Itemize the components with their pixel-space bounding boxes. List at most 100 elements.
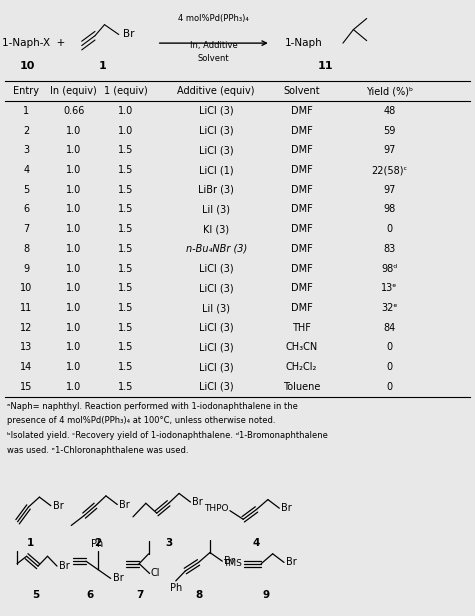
Text: n-Bu₄NBr (3): n-Bu₄NBr (3) — [186, 244, 247, 254]
Text: 1.0: 1.0 — [66, 382, 81, 392]
Text: Br: Br — [286, 557, 297, 567]
Text: 4 mol%Pd(PPh₃)₄: 4 mol%Pd(PPh₃)₄ — [178, 14, 249, 23]
Text: 11: 11 — [20, 303, 32, 313]
Text: LiCl (3): LiCl (3) — [199, 342, 233, 352]
Text: 1.0: 1.0 — [66, 224, 81, 234]
Text: 1.0: 1.0 — [66, 362, 81, 372]
Text: 1.5: 1.5 — [118, 382, 133, 392]
Text: 4: 4 — [23, 165, 29, 175]
Text: 13ᵉ: 13ᵉ — [381, 283, 398, 293]
Text: DMF: DMF — [291, 264, 313, 274]
Text: 98: 98 — [383, 205, 396, 214]
Text: 1-Naph: 1-Naph — [285, 38, 323, 48]
Text: 1: 1 — [27, 538, 35, 548]
Text: CH₃CN: CH₃CN — [285, 342, 318, 352]
Text: 12: 12 — [20, 323, 32, 333]
Text: Additive (equiv): Additive (equiv) — [177, 86, 255, 96]
Text: 1.5: 1.5 — [118, 323, 133, 333]
Text: 1.5: 1.5 — [118, 145, 133, 155]
Text: DMF: DMF — [291, 185, 313, 195]
Text: Entry: Entry — [13, 86, 39, 96]
Text: 4: 4 — [253, 538, 260, 548]
Text: 1.0: 1.0 — [66, 165, 81, 175]
Text: TMS: TMS — [223, 559, 242, 568]
Text: 7: 7 — [136, 590, 144, 599]
Text: Br: Br — [119, 500, 130, 509]
Text: Ph: Ph — [91, 539, 104, 549]
Text: 10: 10 — [20, 61, 35, 71]
Text: 10: 10 — [20, 283, 32, 293]
Text: LiCl (1): LiCl (1) — [199, 165, 233, 175]
Text: ᵇIsolated yield. ᶜRecovery yield of 1-iodonaphthalene. ᵈ1-Bromonaphthalene: ᵇIsolated yield. ᶜRecovery yield of 1-io… — [7, 431, 328, 440]
Text: 1.0: 1.0 — [66, 205, 81, 214]
Text: Br: Br — [124, 30, 135, 39]
Text: LiCl (3): LiCl (3) — [199, 323, 233, 333]
Text: DMF: DMF — [291, 126, 313, 136]
Text: Toluene: Toluene — [283, 382, 320, 392]
Text: 0: 0 — [387, 382, 392, 392]
Text: 1-Naph-X  +: 1-Naph-X + — [1, 38, 65, 48]
Text: 9: 9 — [262, 590, 270, 599]
Text: Br: Br — [59, 561, 70, 571]
Text: Solvent: Solvent — [283, 86, 320, 96]
Text: CH₂Cl₂: CH₂Cl₂ — [286, 362, 317, 372]
Text: 1.5: 1.5 — [118, 244, 133, 254]
Text: 8: 8 — [196, 590, 203, 599]
Text: 1.5: 1.5 — [118, 165, 133, 175]
Text: Solvent: Solvent — [198, 54, 229, 63]
Text: DMF: DMF — [291, 205, 313, 214]
Text: 32ᵉ: 32ᵉ — [381, 303, 398, 313]
Text: 5: 5 — [32, 590, 40, 599]
Text: Br: Br — [53, 501, 64, 511]
Text: DMF: DMF — [291, 145, 313, 155]
Text: 1.5: 1.5 — [118, 342, 133, 352]
Text: 14: 14 — [20, 362, 32, 372]
Text: 1.0: 1.0 — [66, 264, 81, 274]
Text: ᵃNaph= naphthyl. Reaction performed with 1-iodonaphthalene in the: ᵃNaph= naphthyl. Reaction performed with… — [7, 402, 298, 411]
Text: 1.0: 1.0 — [66, 342, 81, 352]
Text: 98ᵈ: 98ᵈ — [381, 264, 398, 274]
Text: 15: 15 — [20, 382, 32, 392]
Text: 6: 6 — [86, 590, 94, 599]
Text: 9: 9 — [23, 264, 29, 274]
Text: 6: 6 — [23, 205, 29, 214]
Text: Br: Br — [113, 573, 124, 583]
Text: 1.0: 1.0 — [66, 185, 81, 195]
Text: LiI (3): LiI (3) — [202, 303, 230, 313]
Text: LiCl (3): LiCl (3) — [199, 382, 233, 392]
Text: THF: THF — [292, 323, 311, 333]
Text: 0.66: 0.66 — [63, 106, 85, 116]
Text: LiBr (3): LiBr (3) — [198, 185, 234, 195]
Text: 1.0: 1.0 — [118, 126, 133, 136]
Text: KI (3): KI (3) — [203, 224, 229, 234]
Text: DMF: DMF — [291, 224, 313, 234]
Text: LiCl (3): LiCl (3) — [199, 362, 233, 372]
Text: Br: Br — [224, 556, 235, 566]
Text: 97: 97 — [383, 145, 396, 155]
Text: 7: 7 — [23, 224, 29, 234]
Text: DMF: DMF — [291, 165, 313, 175]
Text: 1.0: 1.0 — [66, 323, 81, 333]
Text: 1.0: 1.0 — [66, 126, 81, 136]
Text: 1.0: 1.0 — [66, 145, 81, 155]
Text: 3: 3 — [23, 145, 29, 155]
Text: Yield (%)ᵇ: Yield (%)ᵇ — [366, 86, 413, 96]
Text: 5: 5 — [23, 185, 29, 195]
Text: LiCl (3): LiCl (3) — [199, 264, 233, 274]
Text: was used. ᵉ1-Chloronaphthalene was used.: was used. ᵉ1-Chloronaphthalene was used. — [7, 446, 189, 455]
Text: Ph: Ph — [170, 583, 182, 593]
Text: 1.0: 1.0 — [66, 244, 81, 254]
Text: In, Additive: In, Additive — [190, 41, 238, 50]
Text: DMF: DMF — [291, 244, 313, 254]
Text: 1.5: 1.5 — [118, 264, 133, 274]
Text: Br: Br — [192, 497, 203, 507]
Text: 84: 84 — [383, 323, 396, 333]
Text: In (equiv): In (equiv) — [50, 86, 97, 96]
Text: LiCl (3): LiCl (3) — [199, 145, 233, 155]
Text: 48: 48 — [383, 106, 396, 116]
Text: 3: 3 — [165, 538, 172, 548]
Text: 1.5: 1.5 — [118, 362, 133, 372]
Text: Br: Br — [281, 503, 292, 513]
Text: 2: 2 — [23, 126, 29, 136]
Text: 2: 2 — [94, 538, 101, 548]
